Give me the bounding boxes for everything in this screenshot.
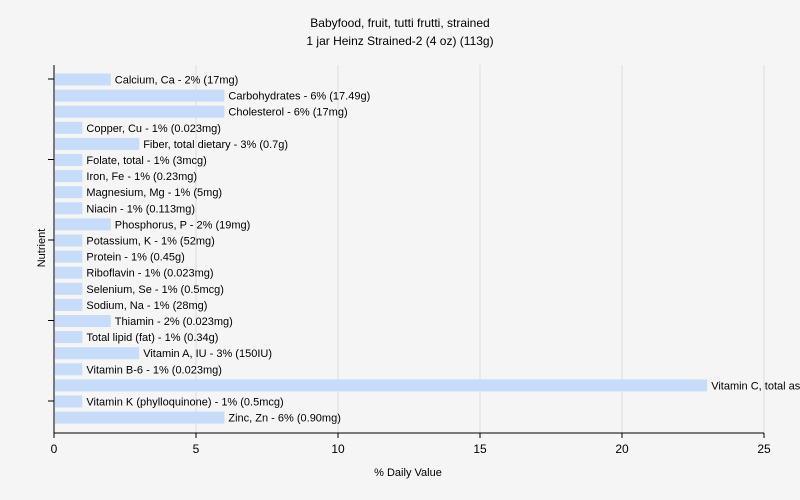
bar-label: Vitamin B-6 - 1% (0.023mg) [86, 364, 222, 376]
bar-label: Riboflavin - 1% (0.023mg) [86, 268, 213, 280]
bar [55, 250, 83, 263]
x-tick-label: 20 [615, 442, 629, 456]
bar-label: Selenium, Se - 1% (0.5mcg) [86, 284, 224, 296]
x-tick-label: 25 [757, 442, 771, 456]
bar-label: Niacin - 1% (0.113mg) [86, 203, 195, 215]
bar-label: Fiber, total dietary - 3% (0.7g) [143, 139, 288, 151]
x-tick-label: 0 [51, 442, 58, 456]
bar [55, 266, 83, 279]
x-tick-label: 5 [193, 442, 200, 456]
bar [55, 186, 83, 199]
bar-label: Magnesium, Mg - 1% (5mg) [86, 187, 222, 199]
bar-label: Potassium, K - 1% (52mg) [86, 236, 214, 248]
x-tick-label: 15 [473, 442, 487, 456]
bar-label: Zinc, Zn - 6% (0.90mg) [228, 413, 340, 425]
bar [55, 315, 111, 327]
bar [55, 363, 83, 376]
bar-label: Phosphorus, P - 2% (19mg) [115, 219, 251, 231]
bar-label: Iron, Fe - 1% (0.23mg) [86, 171, 197, 183]
bar-label: Total lipid (fat) - 1% (0.34g) [86, 332, 218, 344]
bar-label: Vitamin K (phylloquinone) - 1% (0.5mcg) [86, 397, 283, 409]
bar [55, 105, 225, 118]
y-axis-label: Nutrient [36, 229, 48, 268]
bar-label: Protein - 1% (0.45g) [86, 252, 184, 264]
bar-label: Calcium, Ca - 2% (17mg) [115, 75, 238, 87]
bar-label: Thiamin - 2% (0.023mg) [115, 316, 233, 328]
bar [55, 282, 83, 295]
bar [55, 331, 83, 344]
bar-label: Vitamin C, total ascorbic acid - 23% (14… [711, 380, 800, 392]
axes: 0 5 10 15 20 25 [48, 65, 771, 456]
bar [55, 395, 83, 408]
bar [55, 202, 83, 215]
bar [55, 411, 225, 424]
bar-label: Copper, Cu - 1% (0.023mg) [86, 123, 221, 135]
x-tick-label: 10 [331, 442, 345, 456]
bar [55, 379, 708, 392]
bar [55, 137, 140, 150]
bar [55, 218, 111, 231]
bar [55, 234, 83, 247]
grid-lines [195, 65, 765, 433]
bar-label: Cholesterol - 6% (17mg) [228, 107, 347, 119]
bar [55, 347, 140, 360]
bar-label: Vitamin A, IU - 3% (150IU) [143, 348, 272, 360]
bar-label: Sodium, Na - 1% (28mg) [86, 300, 207, 312]
bar [55, 73, 111, 86]
bar-label: Carbohydrates - 6% (17.49g) [228, 91, 370, 103]
bar [55, 89, 225, 102]
bar [55, 121, 83, 134]
bar [55, 298, 83, 311]
bar [55, 170, 83, 183]
x-axis-label: % Daily Value [374, 467, 442, 479]
bar-label: Folate, total - 1% (3mcg) [86, 155, 206, 167]
chart-title: Babyfood, fruit, tutti frutti, strained [310, 16, 489, 30]
bar [55, 154, 83, 166]
bars: Calcium, Ca - 2% (17mg) Carbohydrates - 6… [55, 73, 800, 425]
chart-subtitle: 1 jar Heinz Strained-2 (4 oz) (113g) [306, 34, 493, 48]
